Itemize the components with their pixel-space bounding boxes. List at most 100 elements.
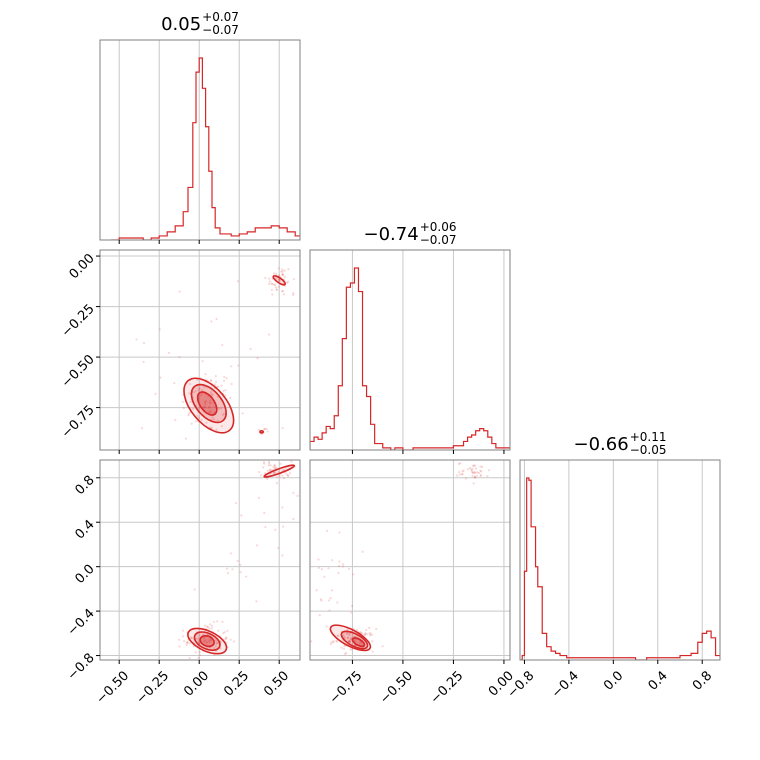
- sample-point: [222, 389, 225, 393]
- y-tick-label: 0.8: [72, 473, 97, 498]
- sample-point: [281, 268, 284, 271]
- sample-point: [188, 642, 192, 645]
- sample-point: [364, 632, 367, 635]
- title-median: −0.66: [574, 434, 629, 455]
- sample-point: [198, 416, 201, 419]
- sample-point: [208, 623, 212, 626]
- sample-point: [210, 379, 213, 383]
- sample-point: [218, 407, 221, 410]
- sample-point: [346, 636, 349, 639]
- sample-point: [210, 638, 213, 642]
- sample-point: [207, 406, 211, 409]
- panel-frame-1-1: [309, 249, 511, 451]
- sample-point: [352, 573, 355, 576]
- sample-point: [287, 268, 290, 271]
- sample-point: [264, 472, 267, 475]
- sample-point: [468, 466, 472, 470]
- sample-point: [211, 393, 214, 396]
- sample-point: [479, 474, 482, 478]
- sample-point: [348, 639, 352, 642]
- sample-point: [477, 471, 481, 475]
- sample-point: [270, 288, 274, 292]
- sample-point: [342, 647, 346, 651]
- sample-point: [200, 418, 203, 421]
- sample-point: [337, 634, 340, 637]
- sample-point: [201, 388, 204, 392]
- sample-point: [178, 290, 181, 293]
- x-tick-label: −0.50: [93, 668, 132, 707]
- sample-point: [239, 571, 242, 574]
- sample-point: [220, 384, 223, 387]
- sample-point: [332, 640, 335, 643]
- sample-point: [348, 640, 351, 644]
- sample-point: [462, 469, 465, 472]
- sample-point: [474, 471, 477, 474]
- sample-point: [474, 476, 477, 479]
- title-upper-error: +0.06: [420, 220, 457, 234]
- sample-point: [286, 281, 289, 284]
- sample-point: [274, 467, 277, 470]
- x-tick-label: 0.00: [181, 668, 212, 699]
- sample-point: [268, 280, 272, 283]
- sample-point: [178, 645, 181, 648]
- sample-point: [472, 482, 475, 485]
- sample-point: [281, 474, 284, 477]
- sample-point: [471, 474, 474, 478]
- contour-level: [183, 377, 235, 434]
- sample-point: [191, 637, 194, 640]
- sample-point: [189, 400, 192, 404]
- sample-point: [270, 282, 273, 285]
- contour-level: [190, 383, 227, 424]
- sample-point: [266, 469, 270, 472]
- grid-1-0: [100, 250, 300, 450]
- sample-point: [381, 645, 384, 648]
- sample-point: [329, 642, 332, 646]
- sample-point: [277, 278, 280, 281]
- pair-2-0: [177, 460, 299, 660]
- sample-point: [202, 637, 205, 640]
- sample-point: [215, 640, 218, 643]
- sample-point: [315, 589, 318, 592]
- sample-point: [466, 468, 470, 471]
- sample-point: [140, 427, 144, 430]
- sample-point: [330, 641, 333, 644]
- sample-point: [355, 628, 358, 631]
- sample-point: [350, 636, 353, 639]
- sample-point: [365, 628, 368, 632]
- y-tick-label: 0.00: [67, 251, 98, 282]
- sample-point: [204, 403, 207, 406]
- sample-point: [199, 394, 202, 397]
- sample-point: [268, 468, 272, 472]
- sample-point: [471, 467, 474, 471]
- sample-point: [181, 400, 184, 404]
- sample-point: [320, 568, 324, 571]
- sample-point: [232, 640, 236, 643]
- sample-point: [245, 575, 248, 578]
- sample-point: [459, 462, 462, 465]
- sample-point: [215, 428, 218, 431]
- sample-point: [142, 360, 145, 364]
- sample-point: [283, 275, 286, 278]
- sample-point: [327, 599, 331, 602]
- pair-1-0: [135, 267, 296, 440]
- sample-point: [375, 627, 378, 631]
- contour-level: [340, 630, 369, 650]
- y-tick-label: −0.4: [65, 606, 98, 639]
- sample-point: [369, 632, 372, 635]
- sample-point: [209, 392, 212, 395]
- sample-point: [213, 383, 217, 386]
- sample-point: [323, 575, 326, 578]
- sample-point: [236, 280, 239, 283]
- sample-point: [272, 272, 276, 275]
- sample-point: [348, 634, 351, 637]
- x-tick-label: −0.25: [428, 668, 467, 707]
- sample-point: [479, 473, 483, 477]
- sample-point: [475, 474, 479, 478]
- sample-point: [263, 427, 266, 431]
- sample-point: [274, 283, 277, 286]
- sample-point: [208, 640, 211, 643]
- sample-point: [275, 288, 278, 291]
- y-tick-label: −0.50: [59, 352, 98, 391]
- sample-point: [345, 651, 348, 655]
- sample-point: [349, 648, 352, 651]
